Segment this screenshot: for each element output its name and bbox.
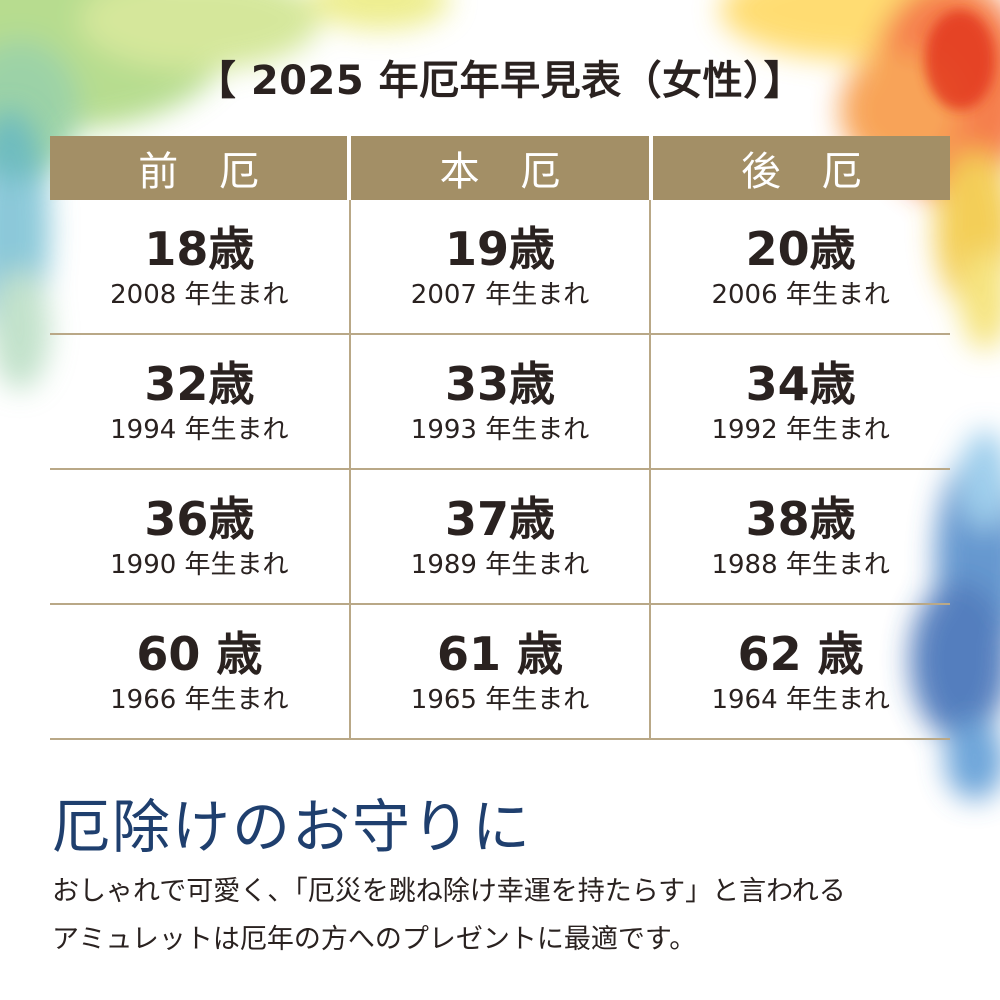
yakudoshi-table: 前 厄 本 厄 後 厄 18歳 2008 年生まれ 19歳 2007 年生まれ … bbox=[50, 136, 950, 740]
table-row: 32歳 1994 年生まれ 33歳 1993 年生まれ 34歳 1992 年生ま… bbox=[50, 335, 950, 470]
description-line: おしゃれで可愛く、「厄災を跳ね除け幸運を持たらす」と言われる bbox=[52, 876, 846, 907]
table-cell: 62 歳 1964 年生まれ bbox=[651, 605, 950, 738]
table-cell: 33歳 1993 年生まれ bbox=[351, 335, 652, 468]
birth-year: 2006 年生まれ bbox=[711, 279, 890, 310]
description-line: アミュレットは厄年の方へのプレゼントに最適です。 bbox=[52, 924, 697, 955]
age-value: 60 歳 bbox=[136, 626, 263, 681]
age-value: 18歳 bbox=[144, 221, 255, 276]
description: おしゃれで可愛く、「厄災を跳ね除け幸運を持たらす」と言われる アミュレットは厄年… bbox=[52, 868, 962, 964]
birth-year: 2007 年生まれ bbox=[410, 279, 590, 310]
page-title: 【 2025 年厄年早見表（女性）】 bbox=[195, 58, 805, 104]
birth-year: 1994 年生まれ bbox=[110, 414, 289, 445]
age-value: 32歳 bbox=[144, 356, 255, 411]
age-value: 38歳 bbox=[745, 491, 856, 546]
table-header-row: 前 厄 本 厄 後 厄 bbox=[50, 136, 950, 200]
age-value: 62 歳 bbox=[737, 626, 864, 681]
table-row: 18歳 2008 年生まれ 19歳 2007 年生まれ 20歳 2006 年生ま… bbox=[50, 200, 950, 335]
table-cell: 60 歳 1966 年生まれ bbox=[50, 605, 351, 738]
table-cell: 37歳 1989 年生まれ bbox=[351, 470, 652, 603]
age-value: 33歳 bbox=[445, 356, 556, 411]
table-cell: 36歳 1990 年生まれ bbox=[50, 470, 351, 603]
table-row: 36歳 1990 年生まれ 37歳 1989 年生まれ 38歳 1988 年生ま… bbox=[50, 470, 950, 605]
table-cell: 38歳 1988 年生まれ bbox=[651, 470, 950, 603]
header-honyaku: 本 厄 bbox=[351, 136, 649, 200]
table-cell: 61 歳 1965 年生まれ bbox=[351, 605, 652, 738]
table-cell: 18歳 2008 年生まれ bbox=[50, 200, 351, 333]
birth-year: 2008 年生まれ bbox=[110, 279, 289, 310]
birth-year: 1992 年生まれ bbox=[711, 414, 890, 445]
birth-year: 1988 年生まれ bbox=[711, 549, 890, 580]
table-cell: 20歳 2006 年生まれ bbox=[651, 200, 950, 333]
birth-year: 1965 年生まれ bbox=[410, 684, 590, 715]
birth-year: 1964 年生まれ bbox=[711, 684, 890, 715]
table-cell: 19歳 2007 年生まれ bbox=[351, 200, 652, 333]
age-value: 36歳 bbox=[144, 491, 255, 546]
header-atoyaku: 後 厄 bbox=[652, 136, 950, 200]
section-heading: 厄除けのお守りに bbox=[52, 793, 533, 861]
birth-year: 1989 年生まれ bbox=[410, 549, 590, 580]
age-value: 61 歳 bbox=[436, 626, 564, 681]
age-value: 20歳 bbox=[745, 221, 856, 276]
age-value: 34歳 bbox=[745, 356, 856, 411]
birth-year: 1966 年生まれ bbox=[110, 684, 289, 715]
table-row: 60 歳 1966 年生まれ 61 歳 1965 年生まれ 62 歳 1964 … bbox=[50, 605, 950, 740]
birth-year: 1993 年生まれ bbox=[410, 414, 590, 445]
table-cell: 34歳 1992 年生まれ bbox=[651, 335, 950, 468]
age-value: 19歳 bbox=[445, 221, 556, 276]
header-maeyaku: 前 厄 bbox=[50, 136, 348, 200]
age-value: 37歳 bbox=[445, 491, 556, 546]
table-cell: 32歳 1994 年生まれ bbox=[50, 335, 351, 468]
birth-year: 1990 年生まれ bbox=[110, 549, 289, 580]
